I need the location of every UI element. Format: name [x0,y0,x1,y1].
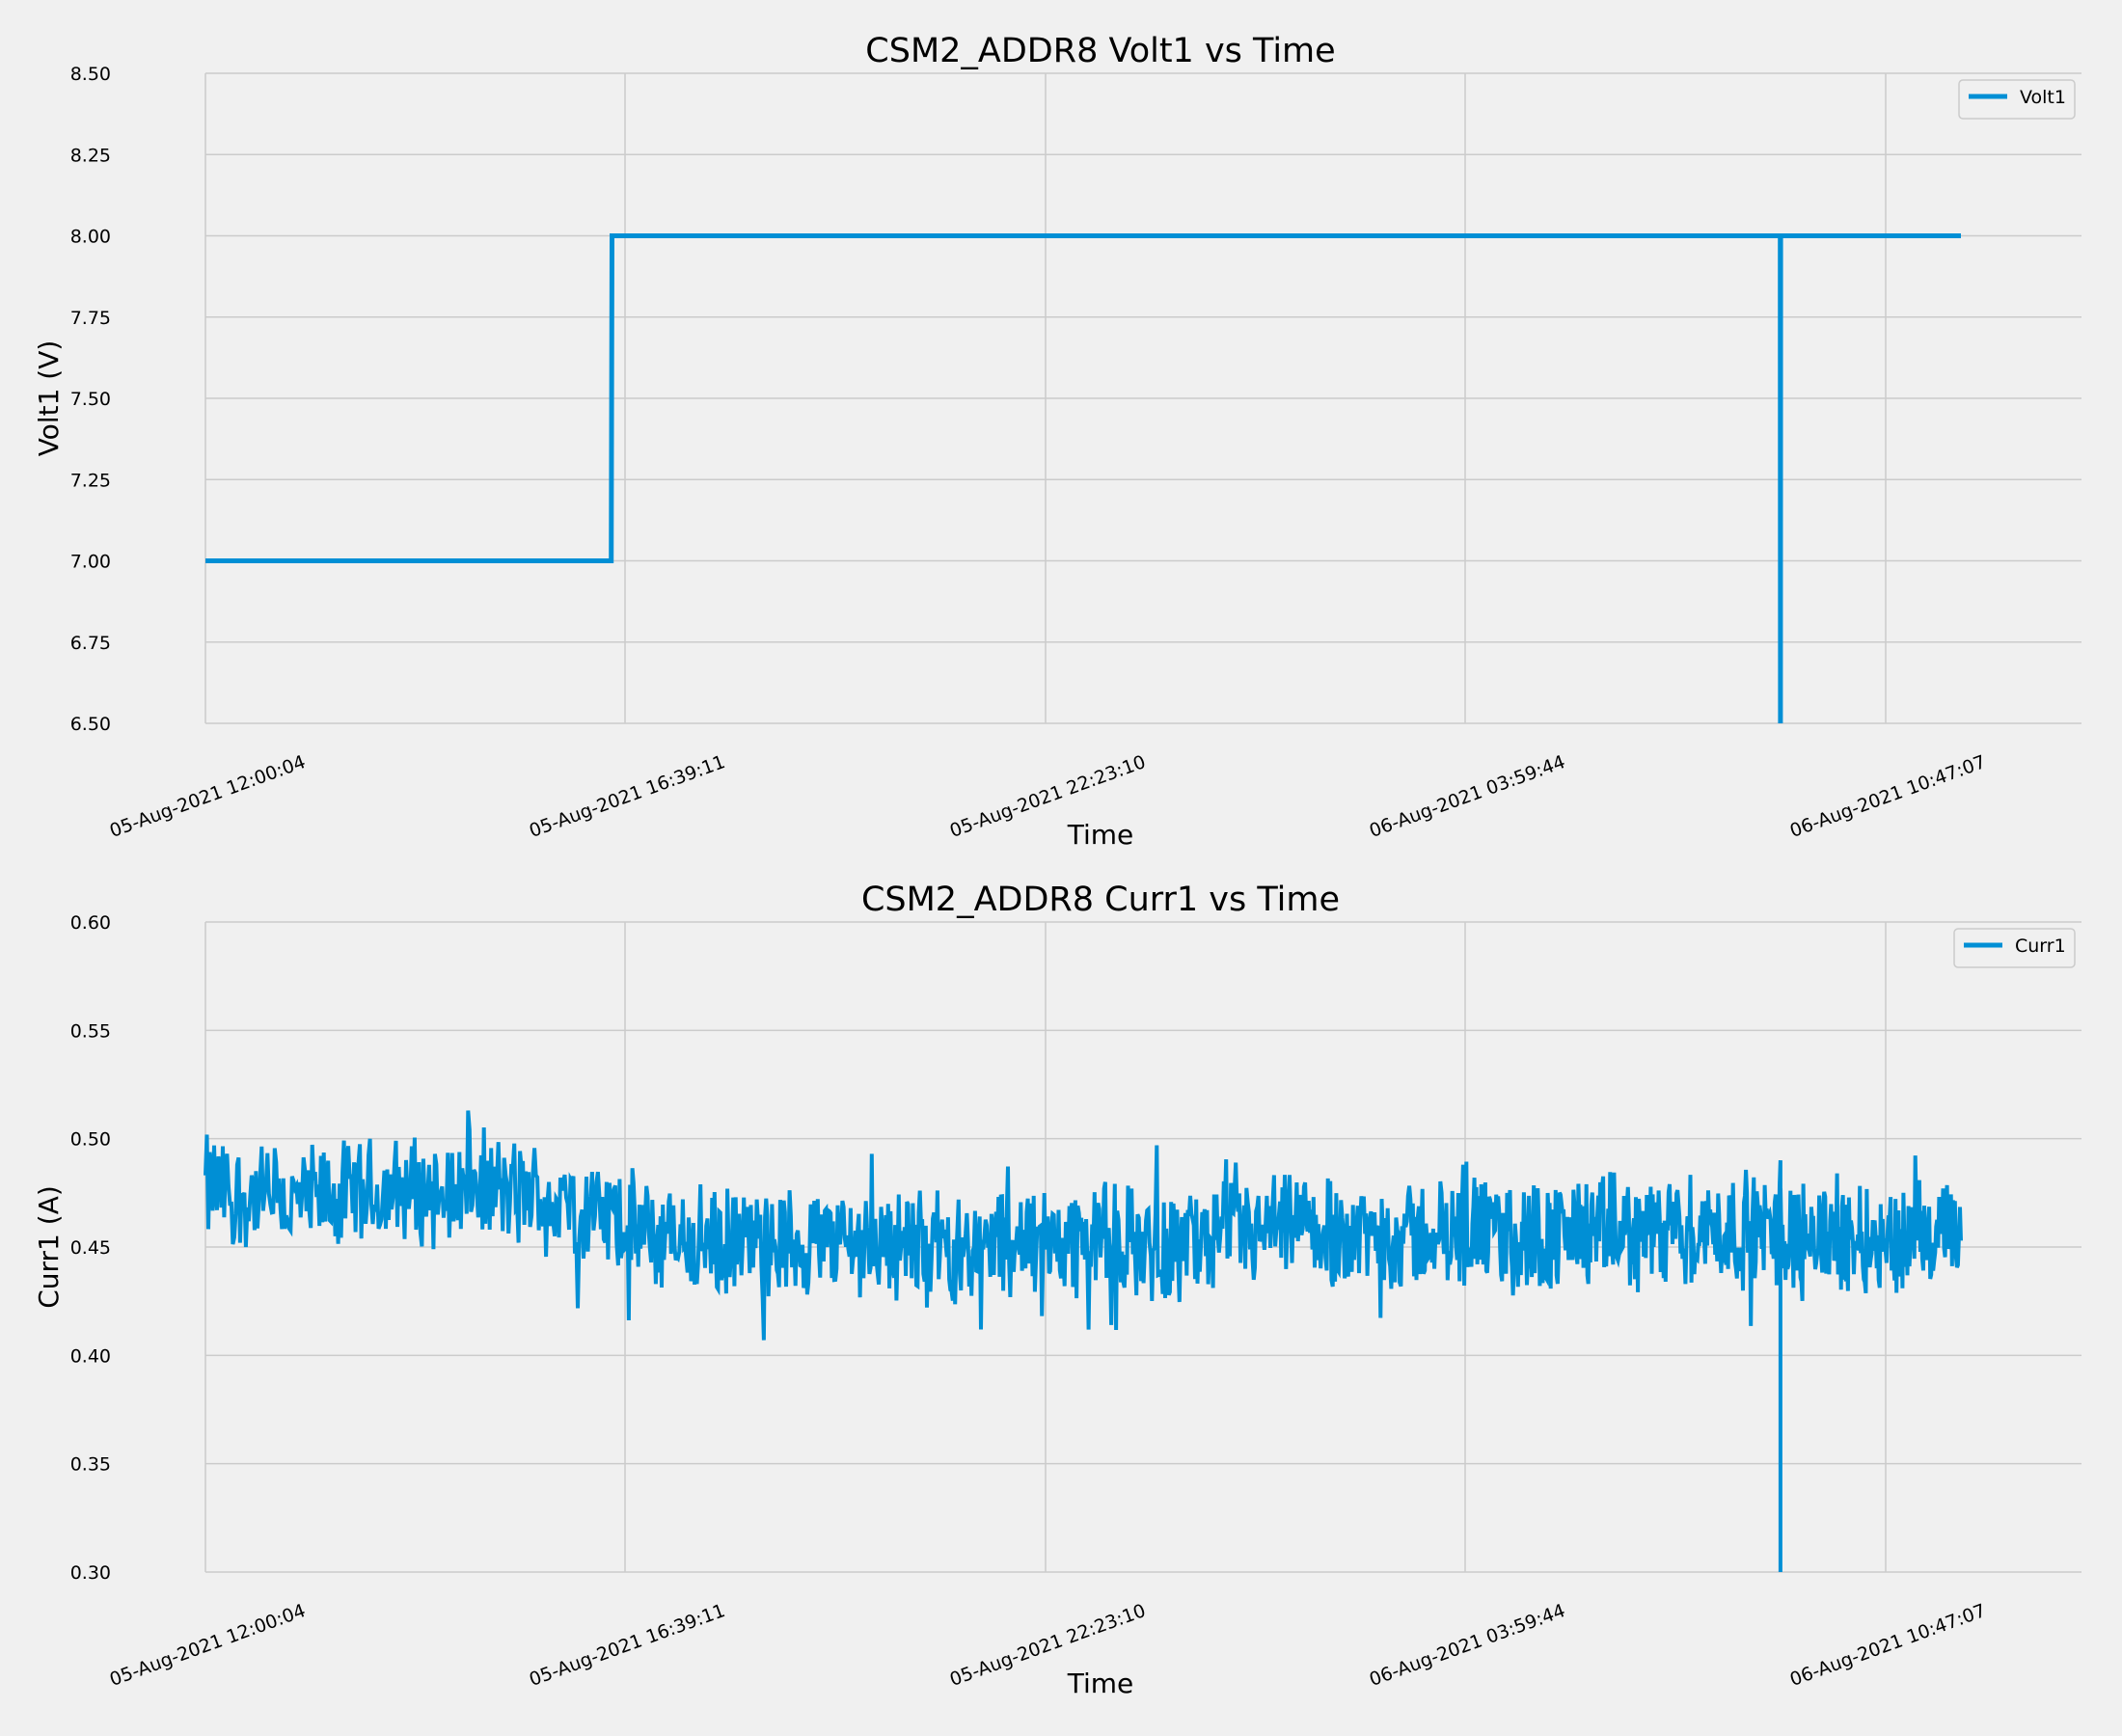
volt1-y-tick-label: 6.75 [70,633,111,654]
volt1-y-axis-label: Volt1 (V) [33,340,65,457]
curr1-y-tick-label: 0.50 [70,1129,111,1151]
volt1-series-group [205,233,1961,724]
volt1-y-tick-label: 7.50 [70,389,111,410]
volt1-y-tick-label: 6.50 [70,714,111,735]
curr1-y-tick-label: 0.35 [70,1454,111,1476]
curr1-series-group [204,1110,1963,1572]
volt1-legend-label: Volt1 [2020,87,2066,108]
volt1-series-line [205,233,1961,724]
volt1-y-tick-label: 7.75 [70,308,111,329]
curr1-legend: Curr1 [1953,928,2076,968]
volt1-y-ticks: 6.50 6.75 7.00 7.25 7.50 7.75 8.00 8.25 8.50 [70,64,111,735]
curr1-legend-label: Curr1 [2015,936,2066,957]
curr1-chart-title: CSM2_ADDR8 Curr1 vs Time [861,881,1340,919]
curr1-y-tick-label: 0.45 [70,1237,111,1259]
volt1-y-tick-label: 7.25 [70,470,111,491]
curr1-y-ticks: 0.30 0.35 0.40 0.45 0.50 0.55 0.60 [70,912,111,1584]
volt1-x-axis-label: Time [1067,819,1134,851]
curr1-legend-box [1953,928,2076,968]
volt1-y-tick-label: 8.25 [70,145,111,166]
curr1-y-tick-label: 0.30 [70,1562,111,1584]
volt1-y-tick-label: 8.00 [70,227,111,248]
volt1-legend-box [1958,79,2076,120]
curr1-x-axis-label: Time [1067,1668,1134,1699]
curr1-y-tick-label: 0.60 [70,912,111,934]
volt1-legend: Volt1 [1958,79,2076,120]
curr1-y-axis-label: Curr1 (A) [33,1185,65,1309]
curr1-series-line [204,1110,1963,1572]
curr1-y-tick-label: 0.55 [70,1020,111,1042]
volt1-y-tick-label: 8.50 [70,64,111,85]
curr1-y-tick-label: 0.40 [70,1345,111,1367]
volt1-chart-title: CSM2_ADDR8 Volt1 vs Time [865,32,1335,70]
volt1-y-tick-label: 7.00 [70,552,111,573]
